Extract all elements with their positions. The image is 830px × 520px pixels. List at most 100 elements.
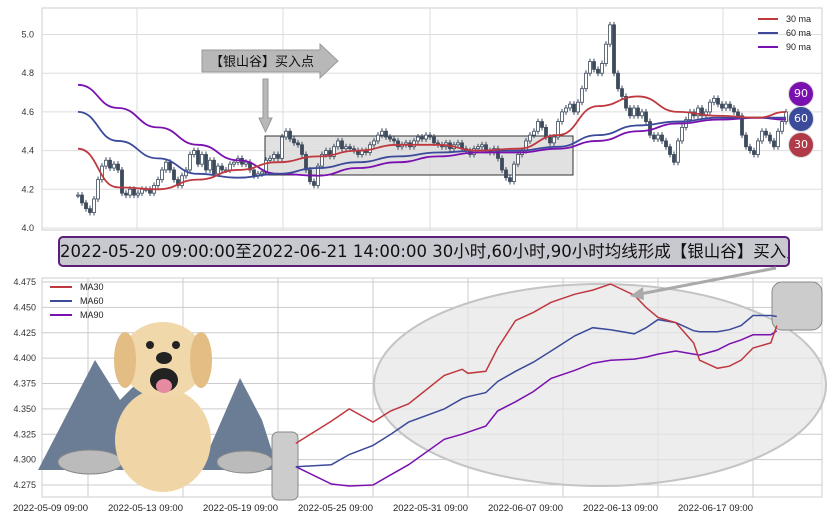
- candle: [172, 169, 176, 181]
- candle: [744, 134, 748, 148]
- candle: [272, 154, 276, 159]
- candle: [540, 121, 544, 128]
- candle: [168, 161, 172, 171]
- candle: [576, 101, 580, 113]
- candle: [96, 179, 100, 200]
- candle: [384, 130, 388, 138]
- candle: [396, 140, 400, 148]
- x-tick-label: 2022-06-17 09:00: [678, 503, 753, 514]
- candle: [112, 163, 116, 169]
- candle: [516, 154, 520, 165]
- y-tick-label: 4.275: [13, 480, 36, 490]
- line-ma30: [295, 283, 778, 445]
- dog-body: [115, 388, 211, 492]
- candle: [700, 107, 704, 117]
- candle: [524, 140, 528, 152]
- line-ma60: [295, 314, 777, 468]
- mountain-icon: [200, 378, 278, 470]
- candle: [320, 154, 324, 167]
- y-tick-label: 4.0: [21, 223, 34, 233]
- y-tick-label: 4.4: [21, 146, 34, 156]
- candle: [632, 107, 636, 117]
- candle: [628, 107, 632, 117]
- x-tick-label: 2022-05-13 09:00: [108, 503, 183, 514]
- candle: [532, 130, 536, 136]
- silver-ingot-icon: [271, 431, 299, 501]
- candle: [456, 142, 460, 146]
- legend-label-ma90: 90 ma: [786, 42, 811, 52]
- candle: [268, 157, 272, 161]
- candle: [660, 134, 664, 142]
- candle: [124, 192, 128, 196]
- candle: [136, 192, 140, 196]
- candle: [232, 161, 236, 165]
- candle: [132, 188, 136, 196]
- badge-ma60: 60: [788, 106, 814, 132]
- candle: [432, 136, 436, 144]
- signal-banner: 2022-05-20 09:00:00至2022-06-21 14:00:00 …: [58, 236, 790, 267]
- candle: [348, 146, 352, 150]
- candle: [656, 134, 660, 140]
- candle: [392, 138, 396, 142]
- ma30-line: [77, 95, 787, 191]
- candle: [732, 107, 736, 113]
- ma60-line: [77, 111, 786, 179]
- pointer-arrow: [639, 266, 777, 296]
- candle: [252, 169, 256, 177]
- candle: [300, 144, 304, 155]
- legend-label-ma90: MA90: [80, 310, 104, 320]
- candle: [592, 61, 596, 70]
- y-tick-label: 5.0: [21, 30, 34, 40]
- candle: [664, 140, 668, 148]
- candle: [84, 202, 88, 210]
- candle: [596, 68, 600, 74]
- candle: [160, 169, 164, 181]
- candle: [276, 154, 280, 159]
- candle: [340, 140, 344, 150]
- candle: [500, 157, 504, 171]
- ma90-line: [77, 83, 787, 177]
- candle: [680, 126, 684, 142]
- candle: [752, 150, 756, 155]
- silver-ingot-icon: [57, 449, 123, 475]
- candle: [76, 194, 80, 197]
- candle: [116, 163, 120, 171]
- candle: [212, 159, 216, 175]
- candle: [104, 159, 108, 167]
- candle: [496, 148, 500, 159]
- candle: [196, 150, 200, 165]
- candle: [760, 130, 764, 142]
- candle: [380, 130, 384, 136]
- y-tick-label: 4.425: [13, 328, 36, 338]
- candle: [328, 150, 332, 157]
- y-tick-label: 4.375: [13, 379, 36, 389]
- candle: [668, 146, 672, 155]
- highlight-ellipse: [373, 283, 827, 487]
- candle: [288, 130, 292, 140]
- candle: [648, 121, 652, 136]
- candle: [200, 154, 204, 165]
- candle: [672, 154, 676, 163]
- candle: [560, 111, 564, 122]
- pointer-arrowhead: [630, 287, 644, 300]
- candle: [676, 140, 680, 163]
- y-tick-label: 4.350: [13, 404, 36, 414]
- candle: [552, 136, 556, 144]
- candle: [180, 175, 184, 186]
- candle: [416, 136, 420, 142]
- candle: [764, 130, 768, 136]
- candle: [216, 165, 220, 175]
- candle: [652, 134, 656, 140]
- candle: [708, 101, 712, 113]
- candle: [336, 140, 340, 148]
- candle: [388, 136, 392, 140]
- candle: [512, 163, 516, 182]
- candle: [284, 130, 288, 138]
- candle: [192, 150, 196, 155]
- candle: [536, 121, 540, 132]
- candle: [772, 140, 776, 148]
- candle: [720, 103, 724, 109]
- candle: [724, 103, 728, 109]
- dog-head: [121, 322, 205, 398]
- candle: [616, 72, 620, 90]
